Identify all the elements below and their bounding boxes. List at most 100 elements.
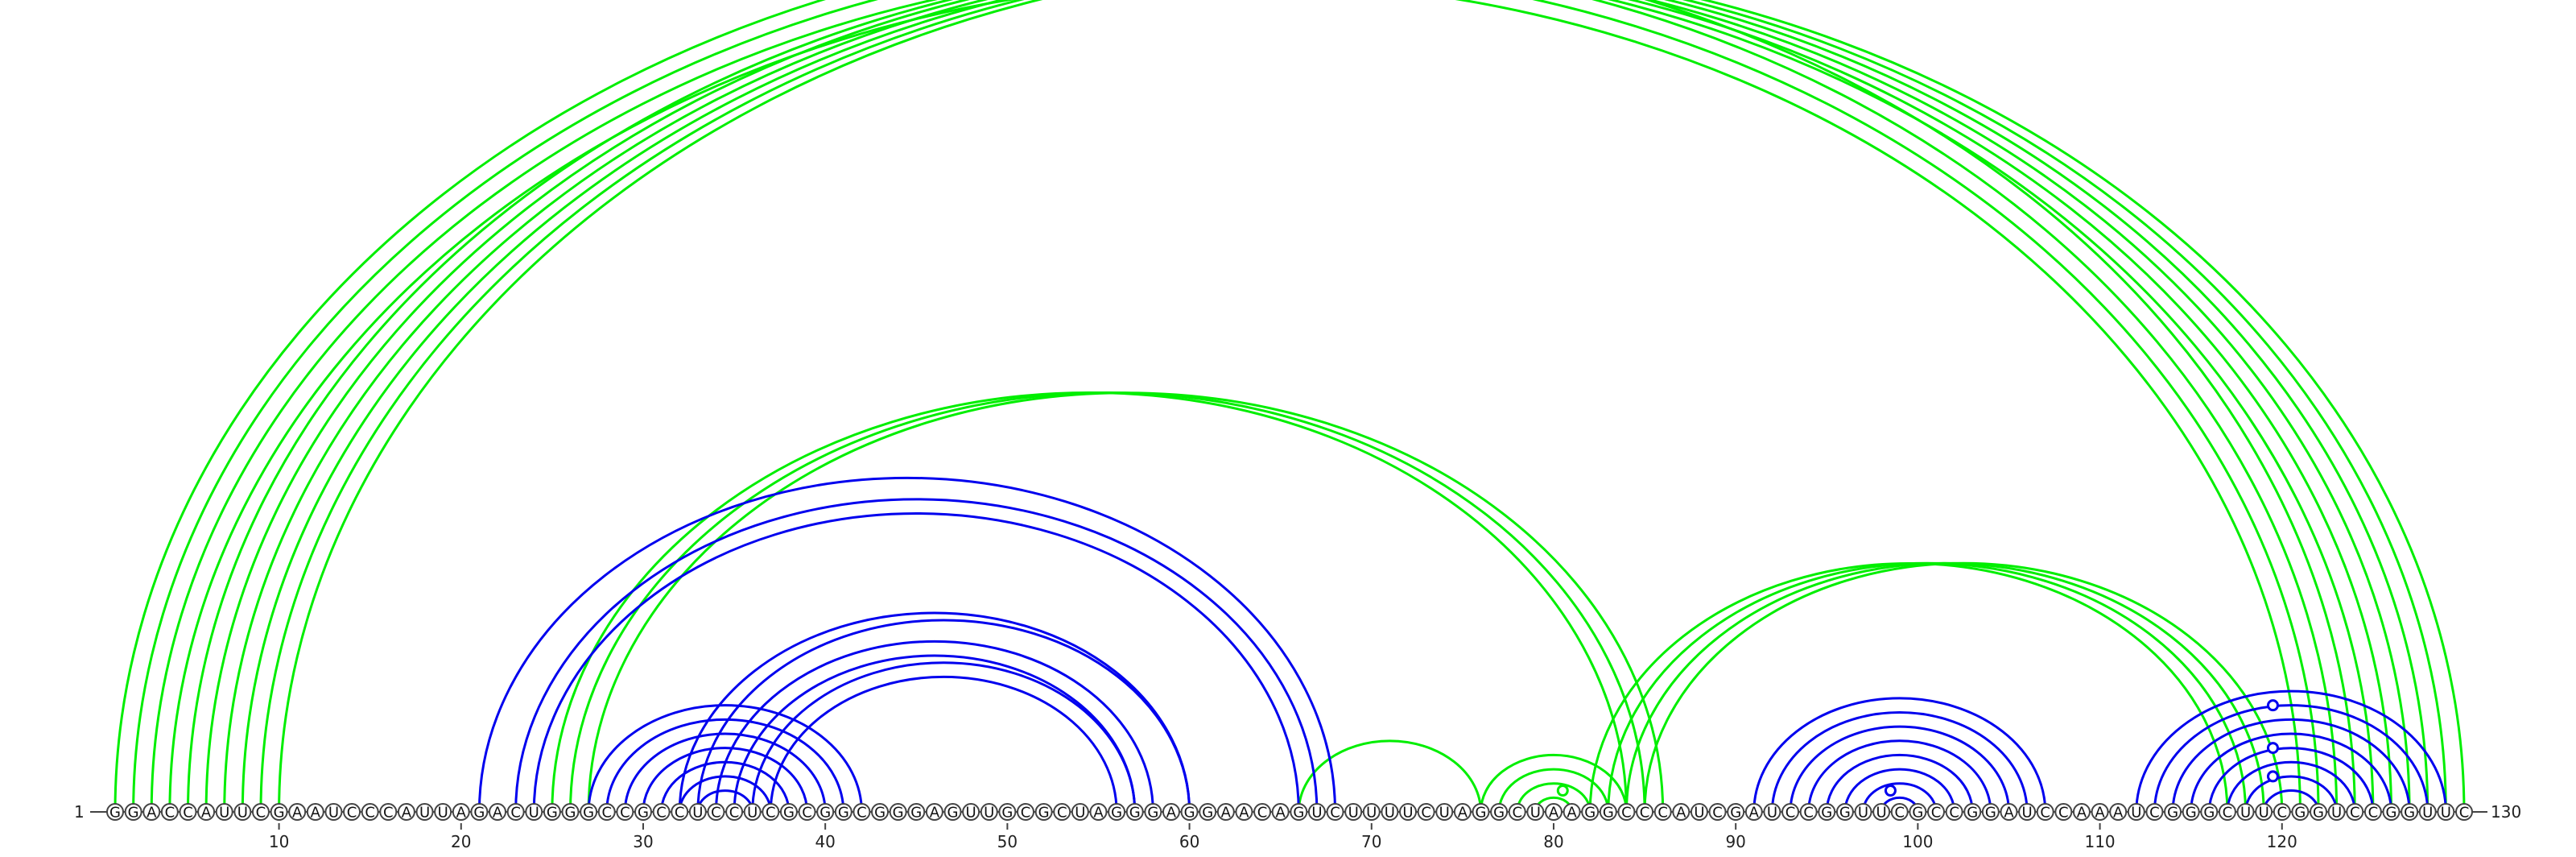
nucleotide-37: C	[762, 803, 780, 822]
nucleotide-circle	[1563, 803, 1581, 821]
nucleotide-letter: G	[1493, 805, 1505, 822]
nucleotide-letter: G	[1476, 805, 1487, 822]
tick-label-120: 120	[2267, 832, 2297, 851]
nucleotide-circle	[2109, 803, 2128, 821]
nucleotide-4: C	[160, 803, 179, 822]
nucleotide-letter: A	[930, 805, 940, 822]
nucleotide-letter: G	[838, 805, 849, 822]
nucleotide-circle	[2018, 803, 2037, 821]
nucleotide-36: U	[743, 803, 762, 822]
nucleotide-letter: U	[1348, 805, 1359, 822]
arc-green-10	[278, 0, 2466, 813]
nucleotide-15: C	[361, 803, 379, 822]
nucleotide-letter: G	[1129, 805, 1141, 822]
nucleotide-letter: G	[638, 805, 649, 822]
nucleotide-letter: C	[675, 805, 685, 822]
nucleotide-letter: U	[1694, 805, 1704, 822]
nucleotide-letter: C	[1949, 805, 1959, 822]
nucleotide-39: C	[798, 803, 816, 822]
nucleotide-49: U	[980, 803, 998, 822]
nucleotide-83: G	[1599, 803, 1617, 822]
nucleotide-letter: A	[493, 805, 503, 822]
arc-blue-12	[696, 619, 1191, 813]
arc-green-1	[114, 0, 2356, 813]
nucleotide-letter: C	[1257, 805, 1268, 822]
nucleotide-circle	[379, 803, 398, 821]
nucleotide-circle	[2054, 803, 2073, 821]
nucleotide-105: A	[2000, 803, 2018, 822]
nucleotide-2: G	[124, 803, 142, 822]
nucleotide-letter: G	[1584, 805, 1596, 822]
tick-label-10: 10	[269, 832, 289, 851]
nucleotide-5: C	[179, 803, 197, 822]
nucleotide-22: A	[489, 803, 507, 822]
nucleotide-119: U	[2255, 803, 2273, 822]
nucleotide-circle	[1253, 803, 1272, 821]
nucleotide-circle	[1890, 803, 1909, 821]
nucleotide-circle	[743, 803, 762, 821]
nucleotide-80: A	[1544, 803, 1563, 822]
nucleotide-letter: U	[2441, 805, 2451, 822]
nucleotide-8: U	[233, 803, 252, 822]
nucleotide-48: U	[962, 803, 980, 822]
arc-blue-15	[751, 661, 1137, 813]
nucleotide-letter: U	[1402, 805, 1413, 822]
nucleotide-circle	[434, 803, 452, 821]
nucleotide-circle	[1744, 803, 1763, 821]
nucleotide-circle	[1490, 803, 1509, 821]
nucleotide-letter: A	[2077, 805, 2087, 822]
nucleotide-letter: C	[802, 805, 812, 822]
nucleotide-letter: A	[402, 805, 412, 822]
nucleotide-letter: G	[2386, 805, 2397, 822]
nucleotide-124: C	[2346, 803, 2364, 822]
nucleotide-letter: C	[2277, 805, 2287, 822]
nucleotide-106: U	[2018, 803, 2037, 822]
nucleotide-circle	[1854, 803, 1872, 821]
nucleotide-91: A	[1744, 803, 1763, 822]
nucleotide-40: G	[816, 803, 835, 822]
nucleotide-letter: G	[1839, 805, 1851, 822]
arc-blue-19	[1789, 725, 2010, 813]
arc-green-14	[1297, 739, 1482, 813]
nucleotide-circle	[1216, 803, 1235, 821]
nucleotide-letter: A	[1749, 805, 1760, 822]
nucleotide-letter: A	[1239, 805, 1249, 822]
nucleotide-circle	[834, 803, 852, 821]
nucleotide-circle	[962, 803, 980, 821]
nucleotide-43: G	[871, 803, 890, 822]
nucleotide-letter: C	[1057, 805, 1067, 822]
nucleotide-circle	[1981, 803, 2000, 821]
nucleotide-122: G	[2310, 803, 2328, 822]
nucleotide-65: A	[1271, 803, 1290, 822]
nucleotide-circle	[2363, 803, 2382, 821]
nucleotide-letter: G	[2294, 805, 2306, 822]
nucleotide-letter: G	[583, 805, 594, 822]
nucleotide-letter: U	[438, 805, 448, 822]
nucleotide-letter: C	[1803, 805, 1814, 822]
nucleotide-circle	[943, 803, 962, 821]
nucleotide-102: C	[1945, 803, 1963, 822]
nucleotide-74: U	[1435, 803, 1454, 822]
nucleotide-letter: C	[1330, 805, 1340, 822]
nucleotide-letter: A	[1166, 805, 1177, 822]
nucleotide-letter: C	[711, 805, 721, 822]
nucleotide-letter: C	[365, 805, 375, 822]
nucleotide-9: C	[251, 803, 270, 822]
nucleotide-letter: G	[1111, 805, 1122, 822]
nucleotide-letter: A	[311, 805, 321, 822]
arc-green-21	[1624, 561, 2265, 813]
nucleotide-letter: C	[1421, 805, 1431, 822]
nucleotide-circle	[925, 803, 943, 821]
nucleotide-circle	[871, 803, 890, 821]
nucleotide-117: C	[2218, 803, 2236, 822]
nucleotide-97: U	[1854, 803, 1872, 822]
arc-blue-27	[2171, 718, 2411, 813]
nucleotide-29: C	[616, 803, 634, 822]
nucleotide-letter: G	[473, 805, 485, 822]
nucleotide-letter: U	[1439, 805, 1450, 822]
nucleotide-letter: A	[1676, 805, 1686, 822]
arc-blue-25	[2135, 689, 2447, 813]
tick-label-60: 60	[1179, 832, 1199, 851]
nucleotide-6: A	[197, 803, 216, 822]
